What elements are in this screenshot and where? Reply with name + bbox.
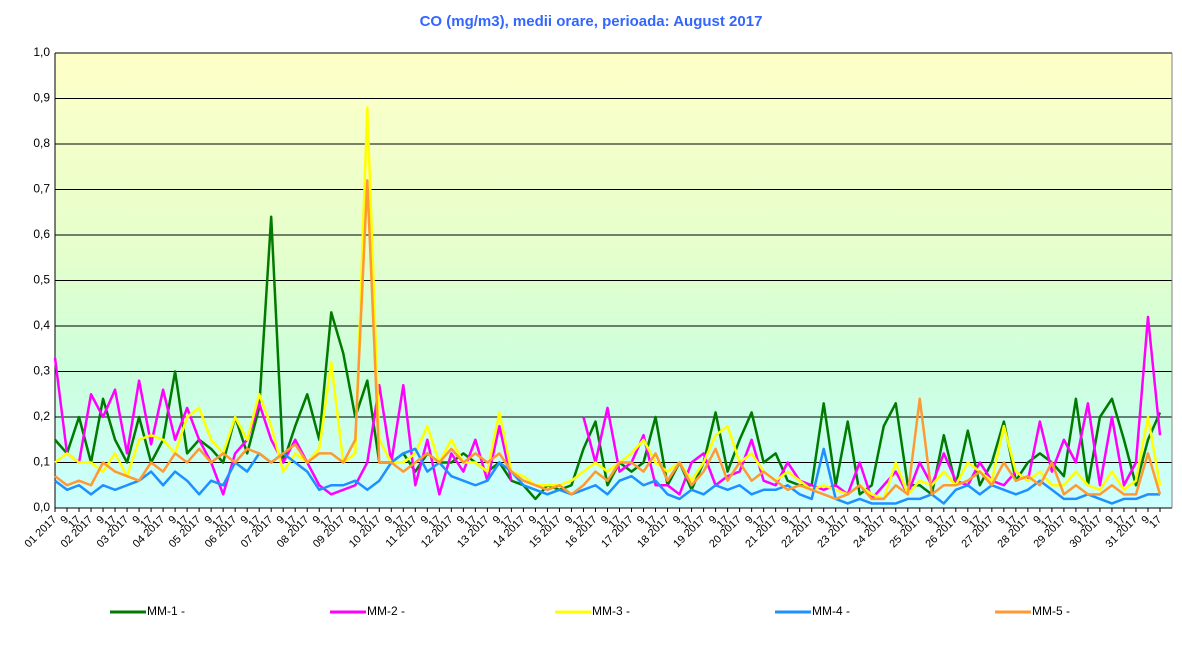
legend-label: MM-1 - (147, 604, 185, 618)
legend-label: MM-3 - (592, 604, 630, 618)
legend-label: MM-4 - (812, 604, 850, 618)
y-tick-label: 1,0 (33, 45, 50, 59)
legend-label: MM-5 - (1032, 604, 1070, 618)
y-tick-label: 0,3 (33, 364, 50, 378)
series-line (54, 106, 1162, 501)
x-tick-label: 17 (1147, 514, 1164, 531)
y-tick-label: 0,4 (33, 318, 50, 332)
y-tick-label: 0,8 (33, 136, 50, 150)
series-line (54, 179, 1162, 501)
series-line (54, 447, 1160, 505)
y-tick-label: 0,6 (33, 227, 50, 241)
x-tick-label: 01 2017 (23, 514, 60, 551)
legend-label: MM-2 - (367, 604, 405, 618)
y-tick-label: 0,0 (33, 500, 50, 514)
y-tick-label: 0,5 (33, 273, 50, 287)
y-tick-label: 0,1 (33, 455, 50, 469)
y-tick-label: 0,7 (33, 182, 50, 196)
y-tick-label: 0,2 (33, 409, 50, 423)
y-tick-label: 0,9 (33, 91, 50, 105)
chart-title: CO (mg/m3), medii orare, perioada: Augus… (420, 13, 763, 30)
